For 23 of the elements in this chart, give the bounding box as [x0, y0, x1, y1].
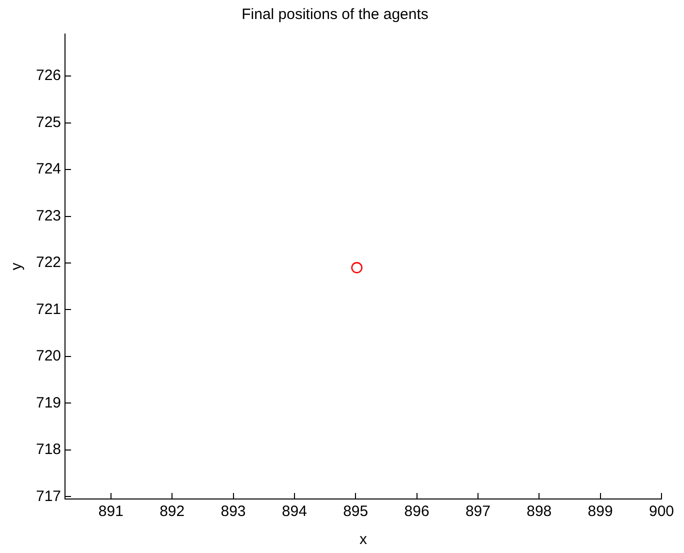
chart-title: Final positions of the agents — [242, 6, 428, 24]
y-tick-label: 723 — [36, 207, 62, 224]
y-tick-label: 726 — [36, 67, 62, 84]
x-tick-label: 897 — [465, 503, 490, 520]
x-tick-label: 899 — [588, 503, 613, 520]
x-tick-label: 900 — [648, 503, 674, 520]
y-tick-label: 720 — [36, 348, 62, 365]
x-axis-title: x — [360, 531, 368, 548]
x-tick-label: 891 — [98, 503, 124, 520]
x-tick-label: 892 — [160, 503, 185, 520]
y-tick-label: 724 — [36, 160, 62, 178]
y-tick-label: 722 — [36, 254, 62, 272]
y-tick-label: 718 — [36, 441, 62, 458]
x-tick-label: 895 — [343, 503, 368, 520]
x-tick-label: 893 — [220, 503, 246, 520]
y-axis-title: y — [8, 262, 26, 270]
x-tick-label: 894 — [282, 503, 307, 520]
y-tick-label: 725 — [36, 114, 62, 131]
x-tick-label: 898 — [526, 503, 552, 520]
y-tick-label: 721 — [36, 300, 62, 318]
x-tick-label: 896 — [404, 503, 430, 520]
y-tick-label: 719 — [36, 394, 62, 412]
y-tick-label: 717 — [36, 488, 62, 505]
